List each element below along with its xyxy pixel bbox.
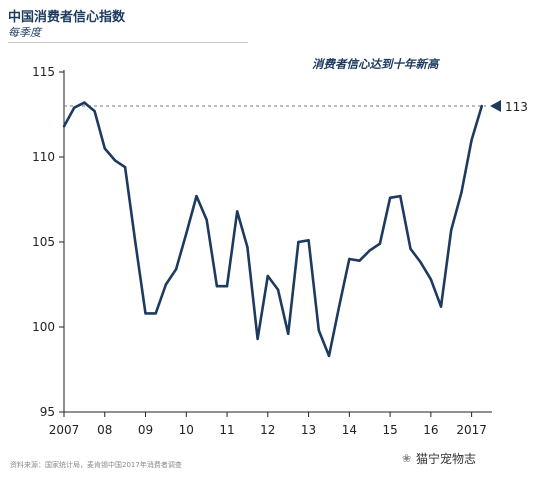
x-tick-label: 16	[423, 423, 438, 437]
data-point	[327, 354, 331, 358]
source-note: 资料来源：国家统计局，麦肯锡中国2017年消费者调查	[10, 461, 182, 469]
y-tick-label: 105	[32, 235, 55, 249]
data-point	[246, 245, 249, 249]
title-divider	[8, 42, 248, 43]
data-point	[123, 166, 127, 169]
data-point	[297, 240, 300, 244]
x-axis: 2007 08 09 10 11 12 13 14 15 16 2017	[49, 411, 492, 437]
data-point	[185, 232, 188, 235]
data-point	[256, 337, 259, 341]
data-point	[164, 283, 168, 286]
data-point	[439, 305, 443, 308]
x-tick-label: 2007	[49, 423, 80, 437]
x-tick-label: 11	[219, 423, 234, 437]
data-point	[450, 228, 453, 232]
y-tick-label: 100	[32, 320, 55, 334]
y-axis: 95 100 105 110 115	[32, 65, 65, 419]
series-line-consumer-confidence	[62, 101, 484, 358]
data-point	[419, 261, 422, 264]
data-point	[72, 106, 76, 109]
data-point	[225, 285, 229, 288]
data-point	[83, 101, 86, 104]
x-tick-label: 12	[260, 423, 275, 437]
data-point	[195, 194, 198, 198]
x-tick-label: 14	[342, 423, 357, 437]
data-point	[317, 329, 320, 332]
headline-annotation: 消费者信心达到十年新高	[312, 57, 439, 71]
data-point	[174, 268, 178, 271]
data-point	[399, 194, 402, 198]
x-tick-label: 09	[138, 423, 153, 437]
data-point	[93, 109, 96, 113]
chart-subtitle: 每季度	[8, 26, 41, 39]
data-point	[378, 242, 382, 245]
data-point	[368, 249, 371, 252]
data-point	[113, 159, 117, 162]
y-tick-label: 110	[32, 150, 55, 164]
x-tick-label: 13	[301, 423, 316, 437]
data-point	[286, 332, 290, 335]
data-point	[480, 104, 484, 108]
series-points	[62, 101, 484, 358]
data-point	[205, 218, 208, 222]
data-point	[358, 259, 361, 262]
data-point	[409, 247, 412, 250]
value-marker-triangle	[490, 100, 501, 112]
data-point	[470, 138, 473, 142]
watermark-text: 猫宁宠物志	[416, 452, 477, 466]
y-tick-label: 95	[40, 405, 55, 419]
y-tick-label: 115	[32, 65, 55, 79]
data-point	[348, 257, 351, 261]
x-tick-label: 10	[179, 423, 194, 437]
data-point	[429, 278, 433, 281]
x-tick-label: 15	[382, 423, 397, 437]
data-point	[134, 240, 137, 244]
data-point	[337, 305, 341, 308]
data-point	[144, 312, 147, 315]
data-point	[460, 191, 463, 194]
data-point	[388, 196, 392, 199]
chart-title: 中国消费者信心指数	[8, 10, 126, 25]
data-point	[266, 274, 270, 278]
x-tick-label: 2017	[456, 423, 487, 437]
value-marker-label: 113	[505, 100, 528, 114]
x-tick-label: 08	[97, 423, 112, 437]
data-point	[103, 147, 106, 150]
data-point	[154, 312, 157, 315]
data-point	[236, 210, 239, 213]
wechat-icon: ❀	[402, 452, 412, 465]
data-point	[215, 285, 219, 288]
data-point	[307, 239, 310, 242]
data-point	[276, 288, 280, 291]
data-point	[62, 125, 66, 128]
